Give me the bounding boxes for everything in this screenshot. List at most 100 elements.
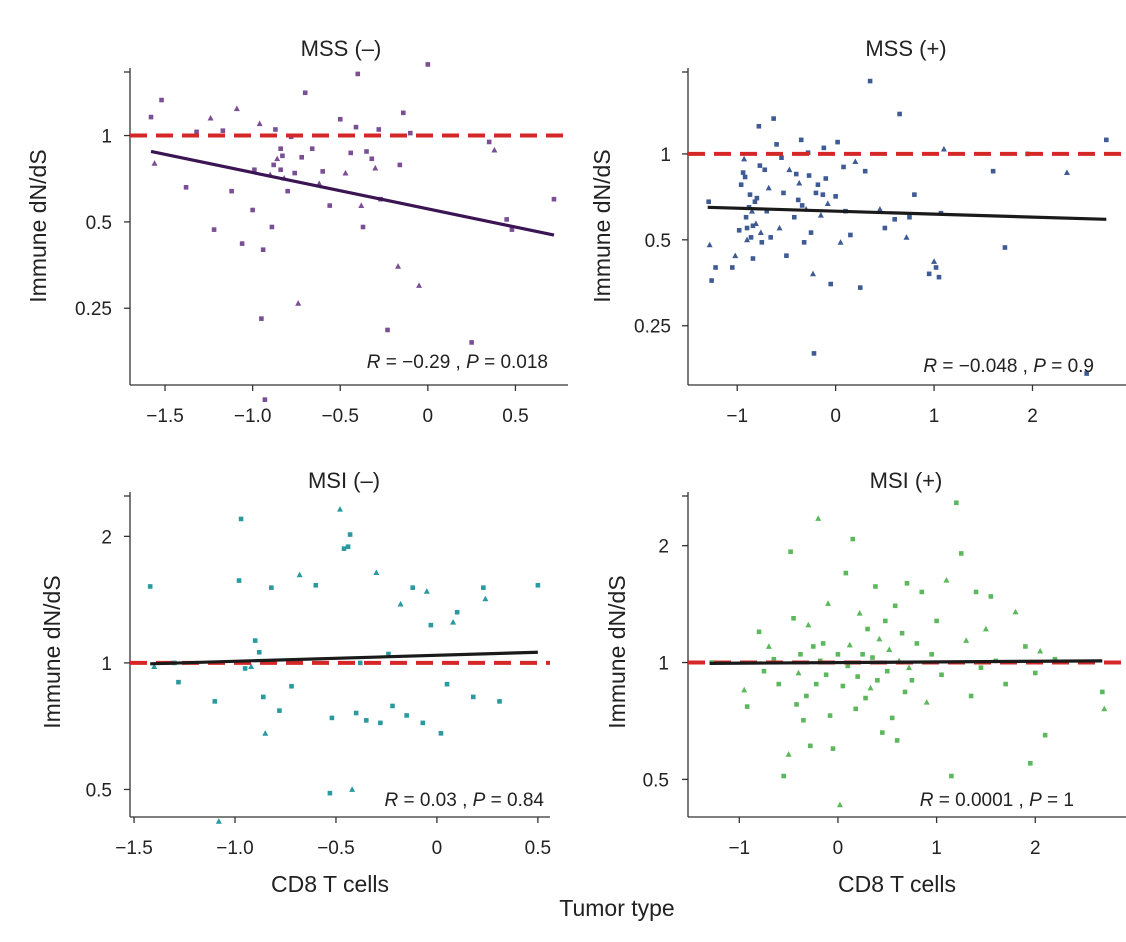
data-point bbox=[248, 663, 255, 669]
y-tick-label: 0.5 bbox=[643, 770, 669, 791]
data-point bbox=[706, 241, 713, 248]
y-tick-label: 2 bbox=[101, 527, 112, 548]
data-point bbox=[795, 669, 802, 676]
data-point bbox=[978, 665, 984, 670]
r-label: R bbox=[384, 790, 398, 811]
data-point bbox=[292, 170, 297, 176]
data-point bbox=[757, 163, 763, 168]
y-tick-label: 1 bbox=[658, 654, 669, 675]
data-point bbox=[750, 256, 756, 261]
data-point bbox=[408, 130, 413, 136]
data-point bbox=[764, 208, 770, 214]
data-point bbox=[765, 184, 772, 191]
data-point bbox=[212, 699, 218, 704]
data-point bbox=[756, 123, 762, 129]
data-point bbox=[846, 641, 853, 648]
y-tick-label: 0.25 bbox=[75, 299, 112, 320]
data-point bbox=[784, 253, 789, 258]
data-point bbox=[852, 158, 859, 164]
data-point bbox=[269, 585, 274, 590]
data-point bbox=[349, 786, 356, 792]
data-point bbox=[823, 176, 829, 181]
data-point bbox=[741, 686, 748, 693]
data-point bbox=[470, 694, 476, 700]
data-point bbox=[159, 97, 164, 103]
data-point bbox=[509, 227, 515, 232]
data-point bbox=[299, 154, 304, 160]
data-point bbox=[420, 720, 426, 726]
data-point bbox=[785, 751, 792, 757]
data-point bbox=[348, 150, 354, 156]
x-tick-label: 1 bbox=[929, 406, 940, 427]
data-point bbox=[274, 155, 281, 162]
data-point bbox=[1002, 245, 1008, 250]
x-tick-label: −1.5 bbox=[115, 838, 153, 859]
x-tick-label: −1.0 bbox=[234, 406, 272, 427]
x-tick-label: −0.5 bbox=[317, 838, 355, 859]
data-point bbox=[808, 230, 814, 235]
data-point bbox=[1042, 732, 1048, 738]
data-point bbox=[786, 166, 793, 173]
regression-line bbox=[709, 659, 1103, 665]
data-point bbox=[302, 90, 308, 96]
data-point bbox=[867, 78, 873, 84]
data-point bbox=[828, 281, 834, 287]
x-tick-label: 0.5 bbox=[502, 406, 528, 427]
data-point bbox=[706, 199, 711, 205]
data-point bbox=[341, 546, 347, 551]
data-point bbox=[353, 124, 359, 130]
data-point bbox=[1101, 705, 1108, 712]
data-point bbox=[337, 506, 343, 512]
data-point bbox=[747, 192, 753, 197]
data-point bbox=[342, 169, 349, 176]
data-point bbox=[259, 316, 264, 321]
data-point bbox=[744, 236, 751, 243]
r-value: = 0.0001 , bbox=[933, 790, 1029, 811]
data-point bbox=[886, 646, 893, 652]
data-point bbox=[856, 609, 863, 616]
data-point bbox=[183, 185, 189, 190]
data-point bbox=[794, 702, 799, 707]
data-point bbox=[876, 635, 883, 642]
data-point bbox=[438, 731, 444, 736]
data-point bbox=[762, 167, 768, 173]
data-point bbox=[776, 681, 782, 687]
data-point bbox=[345, 544, 351, 549]
data-point bbox=[211, 227, 217, 232]
data-point bbox=[353, 710, 359, 716]
data-point bbox=[880, 730, 885, 735]
data-point bbox=[990, 168, 996, 174]
data-point bbox=[236, 578, 242, 583]
data-point bbox=[390, 703, 395, 709]
data-point bbox=[796, 179, 803, 186]
data-point bbox=[357, 660, 363, 666]
data-point bbox=[273, 127, 278, 132]
stats-annotation: R = −0.29 , P = 0.018 bbox=[367, 352, 548, 373]
data-point bbox=[806, 173, 812, 178]
data-point bbox=[239, 241, 245, 246]
panel-title: MSI (+) bbox=[870, 468, 943, 493]
data-point bbox=[1012, 608, 1019, 615]
data-point bbox=[862, 168, 868, 174]
data-point bbox=[1032, 670, 1038, 676]
data-point bbox=[813, 681, 819, 687]
data-point bbox=[327, 203, 333, 208]
data-point bbox=[329, 715, 335, 721]
data-point bbox=[373, 569, 380, 575]
data-point bbox=[313, 582, 319, 588]
data-point bbox=[857, 285, 863, 290]
data-point bbox=[914, 641, 920, 646]
panel-2: MSS (+) Immune dN/dS 0.25 0.5 1 −1 0 1 2 R = −0.0… bbox=[589, 36, 1126, 427]
data-point bbox=[817, 211, 824, 218]
data-point bbox=[860, 652, 865, 657]
y-axis-label: Immune dN/dS bbox=[589, 149, 615, 302]
data-point bbox=[428, 622, 434, 628]
data-point bbox=[1100, 689, 1105, 695]
data-point bbox=[280, 153, 285, 159]
data-point bbox=[378, 720, 383, 726]
data-point bbox=[820, 641, 826, 646]
data-point bbox=[843, 570, 849, 576]
data-point bbox=[416, 282, 423, 288]
data-point bbox=[765, 643, 772, 649]
